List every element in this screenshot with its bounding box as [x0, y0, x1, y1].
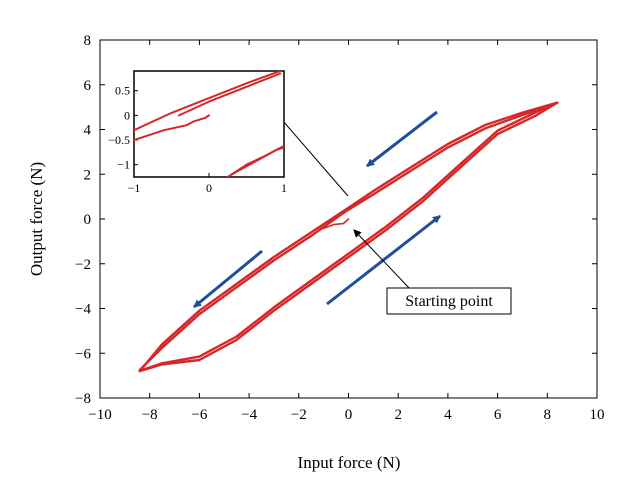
series-line-2: [138, 102, 556, 372]
y-axis-label: Output force (N): [27, 162, 46, 276]
starting-point-label: Starting point: [405, 293, 493, 310]
series-line-1: [138, 101, 559, 373]
inset-frame: [133, 70, 285, 178]
x-tick-label: 4: [444, 407, 452, 423]
series-line-5: [307, 218, 350, 239]
x-tick-label: 10: [590, 407, 605, 423]
inset-x-tick-label: −1: [128, 181, 141, 195]
inset-layer: −1 0 1 −1 −0.5 0 0.5: [108, 71, 287, 195]
x-tick-label: −2: [291, 407, 307, 423]
x-tick-label: −4: [241, 407, 257, 423]
x-tick-label: −8: [142, 407, 158, 423]
series-layer: [138, 101, 559, 373]
inset-connector: [282, 120, 349, 197]
inset-series-line-2: [178, 72, 282, 117]
x-tick-label: −10: [88, 407, 111, 423]
series-line-4: [140, 102, 556, 372]
y-tick-label: 2: [84, 167, 92, 183]
inset-y-tick-label: 0: [124, 108, 130, 122]
series-line-3: [138, 101, 559, 373]
inset-y-tick-label: 0.5: [115, 84, 130, 98]
inset-series-line-5: [230, 146, 284, 176]
inset-x-tick-label: 0: [206, 181, 212, 195]
x-tick-label: 2: [394, 407, 402, 423]
x-tick-label: −6: [191, 407, 207, 423]
x-tick-label: 8: [544, 407, 552, 423]
y-tick-label: 6: [84, 78, 92, 94]
inset-y-tick-label: −1: [117, 158, 130, 172]
inset-y-tick-label: −0.5: [108, 133, 130, 147]
inset-series-line-3: [134, 114, 210, 141]
x-tick-label: 6: [494, 407, 502, 423]
starting-point-box: [386, 287, 512, 315]
starting-point-pointer: [353, 229, 411, 290]
inset-series-line-1: [134, 71, 282, 132]
y-tick-label: −2: [75, 257, 91, 273]
y-tick-label: 8: [84, 33, 92, 49]
y-tick-label: −6: [75, 346, 91, 362]
y-tick-label: 4: [84, 123, 92, 139]
y-tick-label: 0: [84, 212, 92, 228]
x-tick-label: 0: [345, 407, 353, 423]
direction-arrow-upper-right: [366, 110, 438, 168]
direction-arrow-upper-left: [193, 249, 263, 309]
y-tick-label: −4: [75, 302, 91, 318]
direction-arrow-lower-right: [326, 214, 441, 306]
y-tick-label: −8: [75, 391, 91, 407]
inset-x-tick-label: 1: [281, 181, 287, 195]
x-axis-label: Input force (N): [298, 453, 401, 472]
